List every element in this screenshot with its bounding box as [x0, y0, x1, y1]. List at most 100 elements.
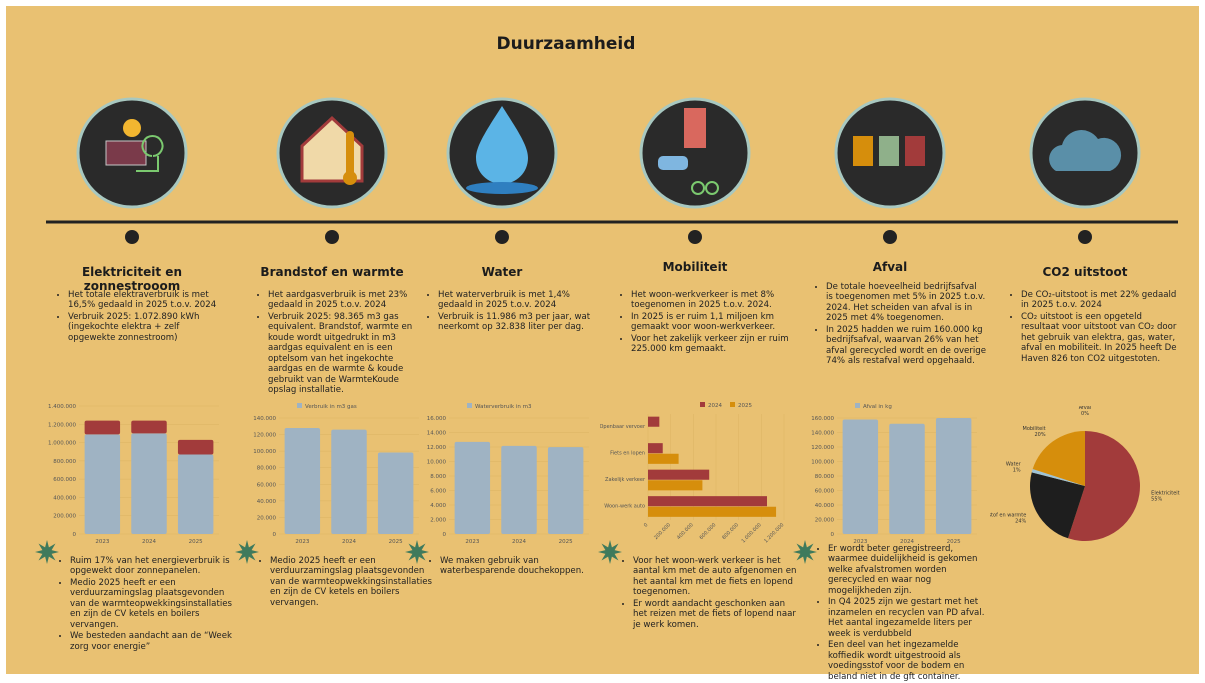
- y-tick-label: 8.000: [430, 474, 446, 480]
- legend-swatch: [730, 402, 735, 407]
- note: In Q4 2025 zijn we gestart met het inzam…: [828, 597, 993, 639]
- bar: [648, 507, 776, 517]
- note: Er wordt aandacht geschonken aan het rei…: [633, 599, 798, 630]
- x-tick-label: 2025: [559, 539, 573, 545]
- pie-value-label: 24%: [1015, 518, 1026, 524]
- y-tick-label: 0: [443, 532, 447, 538]
- bar: [131, 433, 166, 534]
- bullet: CO₂ uitstoot is een opgeteld resultaat v…: [1021, 312, 1181, 364]
- bar: [936, 418, 971, 534]
- y-tick-label: Zakelijk verkeer: [605, 477, 646, 483]
- bullet: Verbruik is 11.986 m3 per jaar, wat neer…: [438, 312, 598, 333]
- note: We besteden aandacht aan de “Week zorg v…: [70, 631, 235, 652]
- y-tick-label: 16.000: [427, 416, 447, 422]
- x-tick-label: 2025: [389, 539, 403, 545]
- note: Ruim 17% van het energieverbruik is opge…: [70, 556, 235, 577]
- bar: [648, 496, 767, 506]
- legend-label: Waterverbruik in m3: [475, 404, 532, 410]
- legend-swatch: [467, 403, 472, 408]
- y-tick-label: 60.000: [815, 489, 835, 495]
- x-tick-label: 1.000.000: [741, 522, 763, 544]
- bar: [85, 421, 120, 435]
- note-list: Voor het woon-werk verkeer is het aantal…: [619, 556, 798, 631]
- y-tick-label: 100.000: [253, 449, 276, 455]
- y-tick-label: 200.000: [53, 514, 76, 520]
- column-title: Water: [407, 265, 597, 279]
- y-tick-label: 40.000: [257, 499, 277, 505]
- column-title: Afval: [795, 260, 985, 274]
- note-list: Ruim 17% van het energieverbruik is opge…: [56, 556, 235, 653]
- y-tick-label: 800.000: [53, 459, 76, 465]
- y-tick-label: 60.000: [257, 482, 277, 488]
- legend-label: 2025: [738, 403, 752, 409]
- note: We maken gebruik van waterbesparende dou…: [440, 556, 605, 577]
- bar: [648, 480, 702, 490]
- bullet: Verbruik 2025: 98.365 m3 gas equivalent.…: [268, 312, 428, 396]
- note: Medio 2025 heeft er een verduurzamingsla…: [70, 578, 235, 630]
- bar: [178, 440, 213, 455]
- bullet-list: De CO₂-uitstoot is met 22% gedaald in 20…: [1007, 290, 1181, 365]
- y-tick-label: 0: [831, 532, 835, 538]
- bullet-list: Het totale elektraverbruik is met 16,5% …: [54, 290, 228, 344]
- note: Er wordt beter geregistreerd, waarmee du…: [828, 544, 993, 596]
- note-list: We maken gebruik van waterbesparende dou…: [426, 556, 605, 578]
- y-tick-label: 120.000: [253, 433, 276, 439]
- column-title: Elektriciteit en zonnestrooom: [37, 265, 227, 293]
- y-tick-label: 14.000: [427, 431, 447, 437]
- bullet-list: Het waterverbruik is met 1,4% gedaald in…: [424, 290, 598, 334]
- pie-value-label: 55%: [1151, 496, 1162, 502]
- chart: 0200.000400.000600.000800.0001.000.0001.…: [37, 396, 227, 551]
- bullet: Het waterverbruik is met 1,4% gedaald in…: [438, 290, 598, 311]
- y-tick-label: 4.000: [430, 503, 446, 509]
- y-tick-label: 6.000: [430, 489, 446, 495]
- pie-value-label: 20%: [1034, 432, 1045, 438]
- bar: [648, 454, 679, 464]
- chart: 0200.000400.000600.000800.0001.000.0001.…: [600, 396, 790, 551]
- y-tick-label: 0: [73, 532, 77, 538]
- bar: [178, 454, 213, 534]
- bullet-list: Het aardgasverbruik is met 23% gedaald i…: [254, 290, 428, 397]
- bullet: In 2025 is er ruim 1,1 miljoen km gemaak…: [631, 312, 791, 333]
- bar: [131, 421, 166, 434]
- bar: [648, 417, 659, 427]
- x-tick-label: 2024: [142, 539, 156, 545]
- y-tick-label: 2.000: [430, 518, 446, 524]
- y-tick-label: 40.000: [815, 503, 835, 509]
- y-tick-label: 400.000: [53, 495, 76, 501]
- bullet: De totale hoeveelheid bedrijfsafval is t…: [826, 282, 986, 324]
- x-tick-label: 1.200.000: [763, 522, 785, 544]
- bar: [889, 424, 924, 534]
- bullet: In 2025 hadden we ruim 160.000 kg bedrij…: [826, 325, 986, 367]
- legend-swatch: [297, 403, 302, 408]
- legend-label: Afval in kg: [863, 404, 892, 410]
- y-tick-label: 120.000: [811, 445, 834, 451]
- timeline: [6, 6, 1199, 266]
- chart: 02.0004.0006.0008.00010.00012.00014.0001…: [407, 396, 597, 551]
- y-tick-label: 140.000: [253, 416, 276, 422]
- x-tick-label: 200.000: [653, 522, 672, 541]
- legend-label: Verbruik in m3 gas: [305, 404, 357, 410]
- chart: 020.00040.00060.00080.000100.000120.0001…: [237, 396, 427, 551]
- y-tick-label: 0: [273, 532, 277, 538]
- note: Een deel van het ingezamelde koffiedik w…: [828, 640, 993, 682]
- y-tick-label: 20.000: [815, 518, 835, 524]
- bar: [648, 470, 709, 480]
- column-title: Mobiliteit: [600, 260, 790, 274]
- x-tick-label: 2024: [342, 539, 356, 545]
- y-tick-label: Openbaar vervoer: [600, 424, 646, 430]
- y-tick-label: Fiets en lopen: [610, 450, 645, 456]
- x-tick-label: 2023: [465, 539, 479, 545]
- poster: Duurzaamheid Elektriciteit en zonnestroo…: [6, 6, 1199, 674]
- y-tick-label: 1.400.000: [48, 404, 76, 410]
- bar: [548, 447, 583, 534]
- y-tick-label: 140.000: [811, 431, 834, 437]
- column-title: CO2 uitstoot: [990, 265, 1180, 279]
- bar: [501, 446, 536, 534]
- y-tick-label: 100.000: [811, 460, 834, 466]
- x-tick-label: 600.000: [699, 522, 718, 541]
- bar: [843, 419, 878, 534]
- note: Voor het woon-werk verkeer is het aantal…: [633, 556, 798, 598]
- y-tick-label: 600.000: [53, 477, 76, 483]
- legend-swatch: [855, 403, 860, 408]
